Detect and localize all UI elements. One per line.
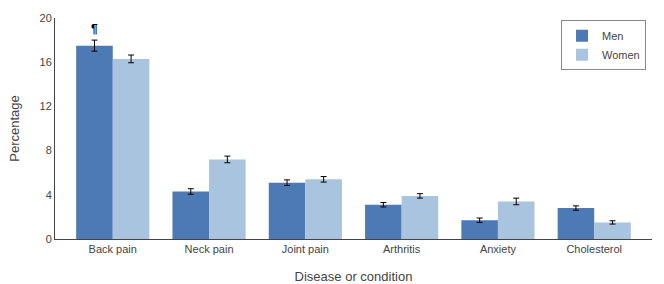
svg-text:12: 12 [40,100,52,112]
svg-text:4: 4 [46,189,52,201]
svg-text:Anxiety: Anxiety [480,243,517,255]
svg-text:20: 20 [40,12,52,24]
svg-text:0: 0 [46,233,52,245]
svg-text:Back pain: Back pain [89,243,137,255]
svg-text:8: 8 [46,144,52,156]
svg-text:Cholesterol: Cholesterol [566,243,622,255]
svg-text:¶: ¶ [91,22,98,36]
svg-text:Disease or condition: Disease or condition [295,269,413,284]
svg-text:Women: Women [602,49,640,61]
svg-text:16: 16 [40,56,52,68]
svg-text:Neck pain: Neck pain [185,243,234,255]
svg-text:Men: Men [602,30,623,42]
svg-text:Arthritis: Arthritis [383,243,421,255]
svg-text:Joint pain: Joint pain [282,243,329,255]
svg-text:Percentage: Percentage [7,95,22,162]
